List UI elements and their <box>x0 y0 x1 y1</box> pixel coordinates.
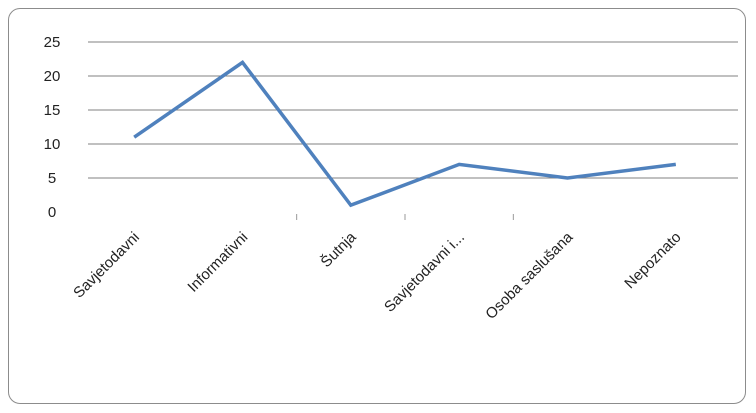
x-category-label-5: Nepoznato <box>621 229 684 292</box>
y-tick-label-20: 20 <box>44 68 61 85</box>
x-axis-ticks <box>296 214 514 220</box>
y-axis-tick-labels: 0 5 10 15 20 25 <box>44 34 61 221</box>
y-tick-label-5: 5 <box>48 170 56 187</box>
x-axis-category-labels: Savjetodavni Informativni Šutnja Savjetodav… <box>70 228 684 322</box>
x-category-label-0: Savjetodavni <box>70 229 143 302</box>
series-line-0 <box>133 60 677 208</box>
y-tick-label-25: 25 <box>44 34 61 51</box>
x-category-label-4: Osoba saslušana <box>482 228 576 322</box>
y-tick-label-0: 0 <box>48 204 56 221</box>
series-layer <box>133 60 677 208</box>
chart-frame <box>8 8 746 404</box>
y-tick-label-15: 15 <box>44 102 61 119</box>
gridlines <box>88 41 738 179</box>
x-category-label-1: Informativni <box>184 229 251 296</box>
x-category-label-3: Savjetodavni i... <box>381 229 468 316</box>
y-tick-label-10: 10 <box>44 136 61 153</box>
x-category-label-2: Šutnja <box>318 228 361 271</box>
